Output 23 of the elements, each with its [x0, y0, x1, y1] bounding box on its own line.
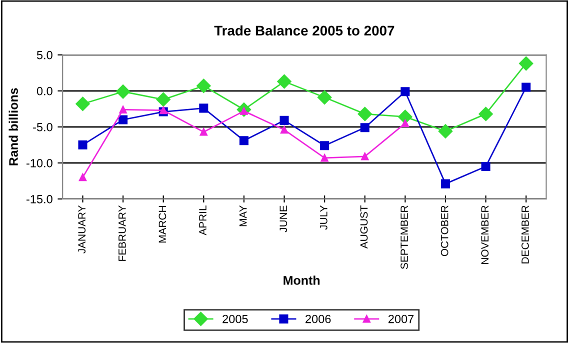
legend-label: 2007	[388, 314, 414, 324]
chart-title: Trade Balance 2005 to 2007	[214, 25, 394, 36]
y-tick-label: 5.0	[36, 50, 52, 60]
x-tick-label: JANUARY	[78, 205, 86, 254]
x-tick-label: MARCH	[158, 206, 166, 243]
y-tick-label: 0.0	[36, 86, 52, 96]
y-tick-label: -15.0	[26, 194, 52, 204]
x-tick-label: APRIL	[199, 206, 206, 236]
x-tick-label: JUNE	[280, 206, 288, 232]
y-tick-label: -10.0	[26, 158, 52, 168]
x-tick-label: AUGUST	[360, 205, 368, 249]
x-axis-title: Month	[284, 276, 320, 285]
x-tick-label: SEPTEMBER	[400, 206, 408, 269]
y-tick-label: -5.0	[33, 122, 52, 132]
x-tick-label: OCTOBER	[440, 206, 448, 256]
y-axis-title: Rand billions	[8, 88, 18, 166]
x-tick-label: NOVEMBER	[481, 206, 489, 264]
x-tick-label: JULY	[320, 205, 328, 230]
legend-label: 2005	[222, 314, 248, 324]
x-tick-label: MAY	[239, 205, 247, 226]
x-tick-label: DECEMBER	[522, 206, 529, 264]
x-tick-label: FEBRUARY	[118, 205, 126, 261]
legend-label: 2006	[306, 314, 331, 324]
